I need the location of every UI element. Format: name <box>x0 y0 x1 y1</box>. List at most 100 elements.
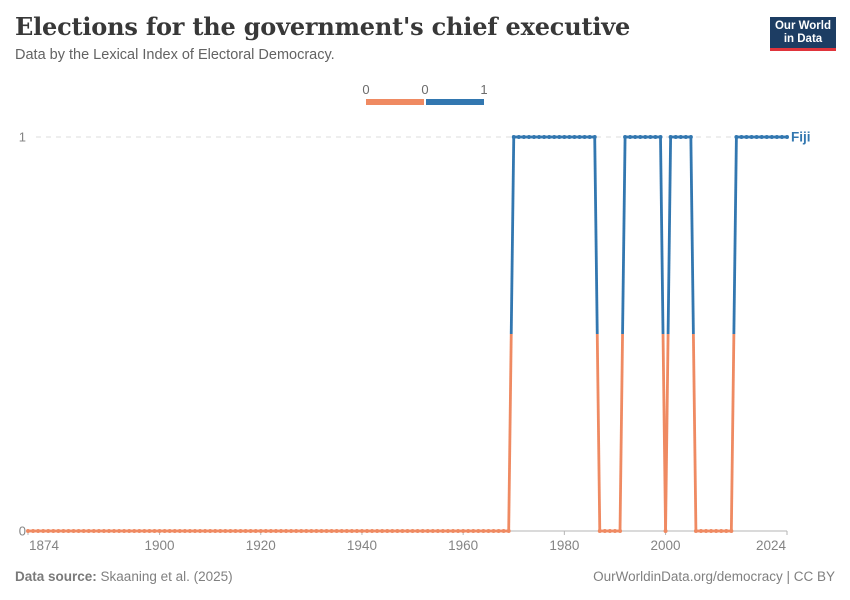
data-point <box>359 529 364 533</box>
owid-logo-line2: in Data <box>783 33 823 45</box>
line-segment <box>621 136 627 335</box>
data-point <box>582 135 587 139</box>
data-point <box>405 529 410 533</box>
line-segment <box>732 136 738 335</box>
data-point <box>76 529 81 533</box>
data-point <box>385 529 390 533</box>
line-segment <box>691 333 698 532</box>
owid-logo-line1: Our World <box>774 20 831 32</box>
data-point <box>562 135 567 139</box>
data-point <box>425 529 430 533</box>
data-point <box>612 529 617 533</box>
credit-link[interactable]: OurWorldinData.org/democracy | CC BY <box>593 569 835 584</box>
data-point <box>435 529 440 533</box>
legend-bar-orange[interactable] <box>366 99 424 105</box>
data-point <box>106 529 111 533</box>
data-point <box>597 529 602 533</box>
data-point <box>137 529 142 533</box>
data-point <box>233 529 238 533</box>
data-point <box>461 529 466 533</box>
data-point <box>268 529 273 533</box>
data-point <box>516 135 521 139</box>
page-title: Elections for the government's chief exe… <box>15 12 631 41</box>
data-point <box>547 135 552 139</box>
data-point <box>471 529 476 533</box>
y-axis: 01 <box>19 130 787 539</box>
data-point <box>587 135 592 139</box>
data-point <box>36 529 41 533</box>
data-point <box>41 529 46 533</box>
data-point <box>344 529 349 533</box>
data-point <box>511 135 516 139</box>
line-segment <box>595 333 602 532</box>
data-point <box>658 135 663 139</box>
data-point <box>779 135 784 139</box>
data-point <box>501 529 506 533</box>
data-point <box>354 529 359 533</box>
legend-bar-blue[interactable] <box>426 99 484 105</box>
data-point <box>709 529 714 533</box>
data-point <box>349 529 354 533</box>
data-point <box>532 135 536 139</box>
line-segment <box>729 333 736 532</box>
data-point <box>339 529 344 533</box>
data-point <box>506 529 511 533</box>
owid-logo[interactable]: Our World in Data <box>770 17 836 51</box>
legend-tick-0: 0 <box>362 82 370 97</box>
series-label-fiji[interactable]: Fiji <box>791 130 811 145</box>
data-point <box>319 529 324 533</box>
data-point <box>724 529 729 533</box>
line-segment <box>664 333 670 532</box>
data-point <box>526 135 531 139</box>
data-point <box>162 529 167 533</box>
data-point <box>192 529 197 533</box>
legend-tick-1: 1 <box>480 82 488 97</box>
data-point <box>764 135 769 139</box>
data-point <box>476 529 481 533</box>
data-point <box>187 529 192 533</box>
data-point <box>623 135 628 139</box>
data-point <box>607 529 612 533</box>
data-point <box>66 529 71 533</box>
data-point <box>395 529 400 533</box>
data-point <box>238 529 243 533</box>
data-point <box>218 529 223 533</box>
x-tick-label: 1980 <box>549 538 579 553</box>
data-point <box>203 529 208 533</box>
data-point <box>253 529 258 533</box>
data-point <box>785 135 789 139</box>
data-point <box>618 529 623 533</box>
data-point <box>71 529 76 533</box>
data-point <box>96 529 101 533</box>
x-tick-label: 2024 <box>756 538 787 553</box>
data-point <box>289 529 294 533</box>
data-point <box>628 135 633 139</box>
data-point <box>774 135 779 139</box>
data-point <box>284 529 289 533</box>
data-point <box>678 135 683 139</box>
data-point <box>390 529 395 533</box>
line-segment <box>666 136 673 335</box>
x-tick-label: 1920 <box>246 538 276 553</box>
data-source-value: Skaaning et al. (2025) <box>100 569 233 584</box>
data-point <box>698 529 703 533</box>
data-point <box>157 529 162 533</box>
x-axis: 1874 1900 1920 1940 1960 1980 2000 2024 <box>27 531 788 553</box>
line-segment <box>509 136 516 335</box>
data-point <box>132 529 137 533</box>
data-point <box>648 135 653 139</box>
data-point <box>663 529 668 533</box>
x-tick-label: 2000 <box>651 538 681 553</box>
data-point <box>420 529 425 533</box>
x-tick-label: 1960 <box>448 538 478 553</box>
data-point <box>46 529 51 533</box>
x-tick-label: 1900 <box>145 538 175 553</box>
data-point <box>365 529 370 533</box>
data-point <box>182 529 187 533</box>
data-point <box>440 529 445 533</box>
data-point <box>117 529 122 533</box>
data-point <box>567 135 572 139</box>
data-point <box>683 135 688 139</box>
